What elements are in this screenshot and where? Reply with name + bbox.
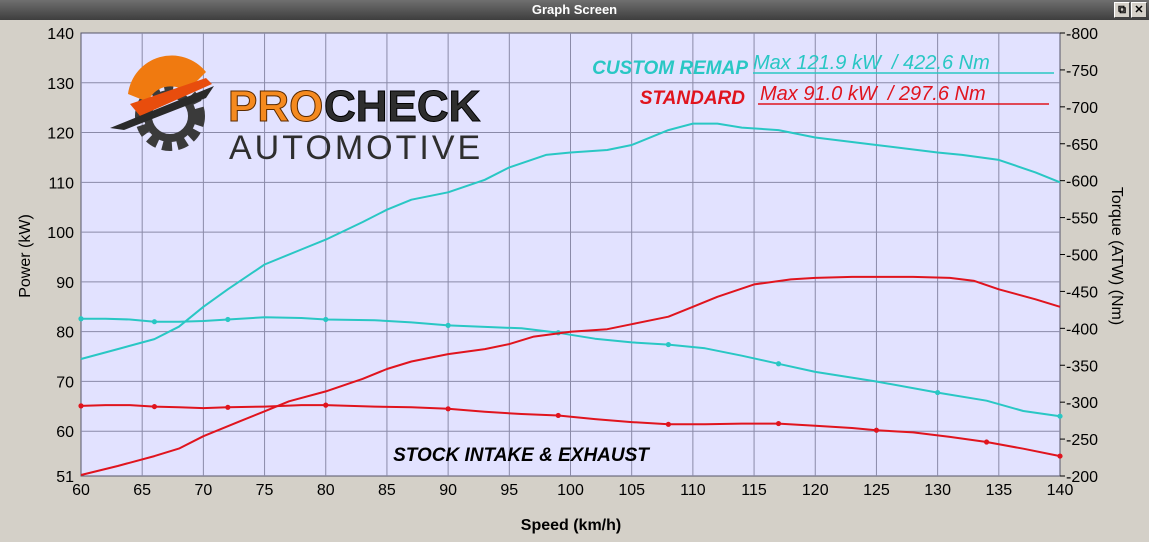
power-line-custom xyxy=(80,122,1061,360)
y2-tick-label: -300 xyxy=(1066,395,1098,412)
y-tick-label: 100 xyxy=(47,225,74,242)
torque-marker xyxy=(78,403,84,409)
x-tick-labels: 60 65 70 75 80 85 90 95 100 105 110 115 120 125 130 135… xyxy=(72,482,1073,499)
x-tick-label: 90 xyxy=(439,482,457,499)
x-tick-label: 60 xyxy=(72,482,90,499)
x-tick-label: 85 xyxy=(378,482,396,499)
y2-tick-label: -200 xyxy=(1066,469,1098,486)
legend-custom-max: Max 121.9 kW / 422.6 Nm xyxy=(753,52,990,74)
legend-custom-label: CUSTOM REMAP xyxy=(592,58,748,79)
torque-marker xyxy=(225,404,231,410)
gear-icon xyxy=(110,55,214,151)
x-tick-label: 125 xyxy=(863,482,890,499)
x-tick-label: 110 xyxy=(680,482,706,499)
logo-brand-automotive: AUTOMOTIVE xyxy=(229,129,483,167)
y2-tick-label: -650 xyxy=(1066,137,1098,154)
torque-marker xyxy=(775,361,782,367)
torque-marker xyxy=(225,316,231,323)
chart-annotation: STOCK INTAKE & EXHAUST xyxy=(393,445,650,466)
y-tick-label: 130 xyxy=(47,76,74,93)
power-torque-chart: 60 65 70 75 80 85 90 95 100 105 110 115 120 125 130 135… xyxy=(17,26,1125,534)
y-tick-label: 51 xyxy=(56,469,74,486)
torque-marker xyxy=(1057,413,1063,419)
y2-tick-label: -400 xyxy=(1066,321,1098,338)
torque-line-custom xyxy=(81,316,1061,418)
torque-marker xyxy=(1057,453,1063,459)
y2-tick-label: -450 xyxy=(1066,284,1098,301)
torque-marker xyxy=(983,439,990,445)
x-tick-label: 120 xyxy=(802,482,829,499)
torque-line-standard xyxy=(80,404,1061,458)
x-tick-label: 135 xyxy=(985,482,1012,499)
y2-tick-label: -600 xyxy=(1066,174,1098,191)
torque-marker xyxy=(323,316,329,323)
torque-marker xyxy=(935,389,941,396)
x-tick-label: 95 xyxy=(500,482,518,499)
x-tick-label: 115 xyxy=(741,482,767,499)
y-tick-label: 70 xyxy=(56,374,74,391)
y2-tick-label: -550 xyxy=(1066,211,1098,228)
window-title: Graph Screen xyxy=(531,2,618,17)
y-tick-labels: 51 60 70 80 90 100 110 120 130 140 xyxy=(47,26,74,486)
procheck-logo: PRO CHECK AUTOMOTIVE xyxy=(110,55,483,167)
series-layer xyxy=(78,122,1063,476)
y-tick-label: 120 xyxy=(47,126,74,143)
y2-tick-label: -350 xyxy=(1066,358,1098,375)
restore-window-icon[interactable]: ⧉ xyxy=(1114,2,1130,18)
x-tick-label: 80 xyxy=(317,482,335,499)
torque-marker xyxy=(445,322,451,328)
logo-brand-pro: PRO xyxy=(228,82,323,131)
torque-marker xyxy=(665,421,672,427)
y2-tick-label: -800 xyxy=(1066,26,1098,43)
y2-tick-label: -700 xyxy=(1066,100,1098,117)
legend-standard-label: STANDARD xyxy=(640,88,745,109)
window-titlebar: Graph Screen ⧉ ✕ xyxy=(0,0,1149,20)
y2-tick-labels: -200 -250 -300 -350 -400 -450 -500 -550 -600 -650… xyxy=(1060,26,1098,486)
x-tick-label: 65 xyxy=(133,482,151,499)
y2-tick-label: -250 xyxy=(1066,432,1098,449)
y-tick-label: 60 xyxy=(56,424,74,441)
torque-marker xyxy=(555,412,561,419)
torque-marker xyxy=(873,427,880,433)
y2-axis-label: Torque (ATW) (Nm) xyxy=(1108,187,1125,325)
y2-tick-label: -500 xyxy=(1066,248,1098,265)
power-line-standard xyxy=(80,275,1061,476)
y-tick-label: 140 xyxy=(47,26,74,43)
close-window-icon[interactable]: ✕ xyxy=(1131,2,1147,18)
torque-marker xyxy=(151,319,158,325)
x-axis-label: Speed (km/h) xyxy=(521,517,621,534)
y-axis-label: Power (kW) xyxy=(17,214,34,298)
x-tick-label: 100 xyxy=(557,482,584,499)
y2-tick-label: -750 xyxy=(1066,63,1098,80)
legend-standard-max: Max 91.0 kW / 297.6 Nm xyxy=(760,83,986,105)
x-tick-label: 130 xyxy=(924,482,951,499)
torque-marker xyxy=(775,420,782,427)
torque-marker xyxy=(665,341,672,348)
y-tick-label: 90 xyxy=(56,275,74,292)
torque-marker xyxy=(78,316,84,322)
logo-brand-check: CHECK xyxy=(324,82,481,131)
torque-marker xyxy=(445,406,451,412)
x-tick-label: 70 xyxy=(194,482,212,499)
y-tick-label: 80 xyxy=(56,325,74,342)
x-tick-label: 75 xyxy=(256,482,274,499)
x-tick-label: 140 xyxy=(1047,482,1074,499)
torque-marker xyxy=(151,403,158,410)
y-tick-label: 110 xyxy=(48,175,74,192)
torque-marker xyxy=(323,402,329,408)
x-tick-label: 105 xyxy=(618,482,645,499)
